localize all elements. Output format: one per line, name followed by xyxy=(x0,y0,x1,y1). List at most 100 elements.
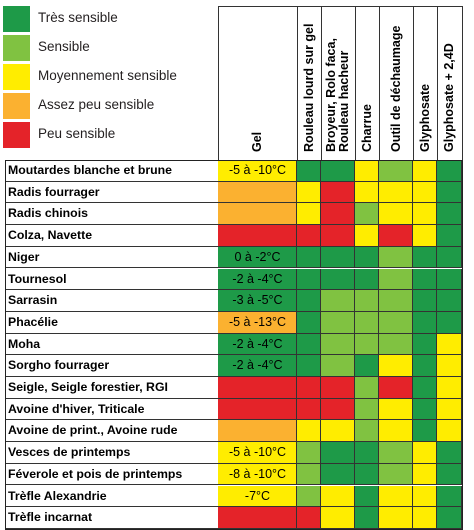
column-header: Outil de déchaumage xyxy=(388,25,403,152)
legend-item-assez-peu-sensible: Assez peu sensible xyxy=(3,93,203,119)
sensitivity-cell xyxy=(379,333,413,356)
sensitivity-cell xyxy=(379,463,413,486)
row-label: Seigle, Seigle forestier, RGI xyxy=(5,377,218,399)
sensitivity-cell xyxy=(321,507,355,529)
column-divider xyxy=(321,6,322,160)
sensitivity-cell xyxy=(297,311,321,334)
sensitivity-cell xyxy=(297,203,321,226)
legend-item-moyennement-sensible: Moyennement sensible xyxy=(3,64,203,90)
sensitivity-cell xyxy=(218,507,297,529)
sensitivity-cell xyxy=(218,246,297,269)
gel-temperature: -5 à -13°C xyxy=(228,314,287,329)
column-header: Rouleau lourd sur gel xyxy=(301,23,316,153)
sensitivity-cell xyxy=(218,268,297,291)
sensitivity-cell xyxy=(379,507,413,529)
legend-label: Assez peu sensible xyxy=(38,97,155,112)
sensitivity-cell xyxy=(379,355,413,377)
sensitivity-cell xyxy=(297,290,321,312)
column-divider xyxy=(437,6,438,160)
column-header: Charrue xyxy=(359,104,374,152)
sensitivity-cell xyxy=(297,333,321,356)
sensitivity-cell xyxy=(218,181,297,204)
sensitivity-cell xyxy=(413,442,437,464)
sensitivity-cell xyxy=(437,290,462,312)
sensitivity-cell xyxy=(297,160,321,182)
sensitivity-cell xyxy=(437,160,462,182)
sensitivity-cell xyxy=(355,225,379,247)
gel-temperature: -3 à -5°C xyxy=(232,293,283,308)
sensitivity-cell xyxy=(297,377,321,399)
sensitivity-cell xyxy=(297,442,321,464)
column-header: Gel xyxy=(250,131,264,152)
legend-label: Très sensible xyxy=(38,10,118,25)
sensitivity-cell xyxy=(321,160,355,182)
row-label: Sarrasin xyxy=(5,290,218,312)
sensitivity-cell xyxy=(413,290,437,312)
gel-temperature: -8 à -10°C xyxy=(228,466,287,481)
column-divider xyxy=(297,6,298,160)
sensitivity-cell xyxy=(218,485,297,508)
sensitivity-cell xyxy=(413,377,437,399)
sensitivity-cell xyxy=(379,268,413,291)
sensitivity-cell xyxy=(413,333,437,356)
column-divider xyxy=(413,6,414,160)
column-divider xyxy=(462,6,463,160)
sensitivity-cell xyxy=(321,355,355,377)
sensitivity-cell xyxy=(218,463,297,486)
sensitivity-cell xyxy=(413,225,437,247)
sensitivity-cell xyxy=(379,290,413,312)
sensitivity-cell xyxy=(437,377,462,399)
sensitivity-cell xyxy=(355,463,379,486)
sensitivity-cell xyxy=(297,355,321,377)
legend-swatch xyxy=(3,35,30,61)
sensitivity-cell xyxy=(297,463,321,486)
sensitivity-cell xyxy=(218,398,297,421)
sensitivity-cell xyxy=(297,268,321,291)
sensitivity-cell xyxy=(437,181,462,204)
sensitivity-cell xyxy=(437,463,462,486)
sensitivity-cell xyxy=(437,398,462,421)
column-divider xyxy=(379,6,380,160)
legend-item-sensible: Sensible xyxy=(3,35,203,61)
sensitivity-cell xyxy=(437,442,462,464)
legend-swatch xyxy=(3,64,30,90)
header-separator xyxy=(218,6,463,7)
sensitivity-cell xyxy=(379,485,413,508)
sensitivity-cell xyxy=(355,290,379,312)
sensitivity-cell xyxy=(413,398,437,421)
sensitivity-cell xyxy=(355,246,379,269)
column-header: Glyphosate + 2,4D xyxy=(442,43,456,152)
sensitivity-cell xyxy=(379,398,413,421)
row-label: Sorgho fourrager xyxy=(5,355,218,377)
legend-item-tres-sensible: Très sensible xyxy=(3,6,203,32)
sensitivity-cell xyxy=(437,355,462,377)
sensitivity-cell xyxy=(355,311,379,334)
sensitivity-cell xyxy=(413,203,437,226)
sensitivity-cell xyxy=(379,311,413,334)
sensitivity-cell xyxy=(218,442,297,464)
sensitivity-cell xyxy=(297,225,321,247)
gel-temperature: -2 à -4°C xyxy=(232,271,283,286)
sensitivity-cell xyxy=(379,377,413,399)
sensitivity-cell xyxy=(218,160,297,182)
sensitivity-cell xyxy=(413,507,437,529)
legend-swatch xyxy=(3,6,30,32)
sensitivity-cell xyxy=(437,268,462,291)
sensitivity-cell xyxy=(437,333,462,356)
gel-temperature: -5 à -10°C xyxy=(228,445,287,460)
sensitivity-cell xyxy=(218,203,297,226)
sensitivity-cell xyxy=(355,181,379,204)
gel-temperature: -2 à -4°C xyxy=(232,336,283,351)
sensitivity-cell xyxy=(379,420,413,443)
sensitivity-cell xyxy=(321,442,355,464)
sensitivity-cell xyxy=(413,268,437,291)
gel-temperature: -5 à -10°C xyxy=(228,163,287,177)
sensitivity-cell xyxy=(437,507,462,529)
sensitivity-cell xyxy=(321,290,355,312)
column-header: Glyphosate xyxy=(417,83,432,152)
gel-temperature: -7°C xyxy=(244,488,271,503)
row-label: Trèfle Alexandrie xyxy=(5,486,218,508)
sensitivity-cell xyxy=(437,203,462,226)
sensitivity-cell xyxy=(355,398,379,421)
sensitivity-cell xyxy=(355,485,379,508)
